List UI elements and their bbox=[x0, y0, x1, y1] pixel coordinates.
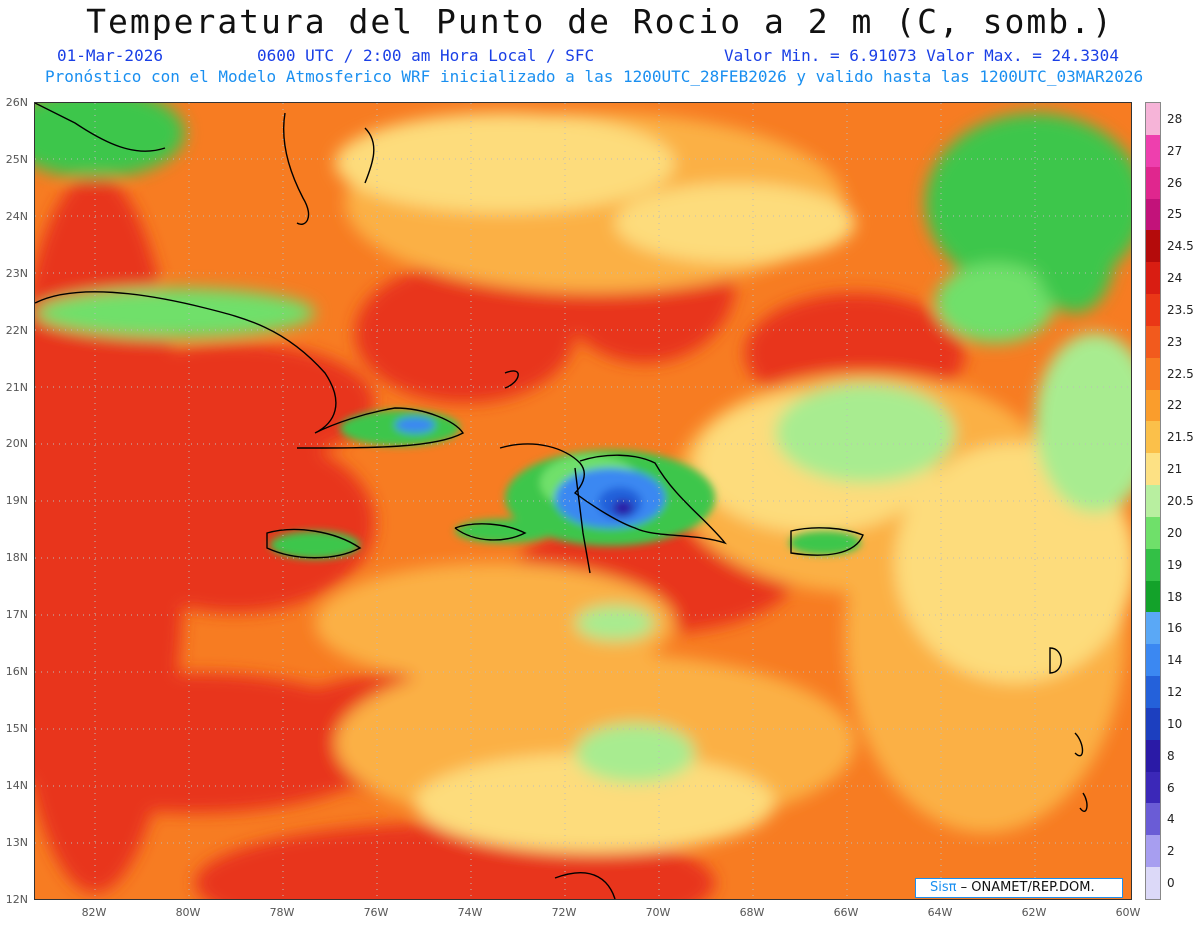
valid-time: 0600 UTC / 2:00 am Hora Local / SFC bbox=[257, 46, 595, 65]
colorbar-label: 6 bbox=[1167, 780, 1175, 795]
colorbar-label: 0 bbox=[1167, 876, 1175, 891]
colorbar-segment bbox=[1146, 580, 1160, 613]
colorbar-segment bbox=[1146, 103, 1160, 136]
y-tick-label: 25N bbox=[5, 152, 28, 166]
y-tick-label: 16N bbox=[5, 665, 28, 678]
colorbar-segment bbox=[1146, 485, 1160, 518]
x-tick-label: 78W bbox=[269, 906, 295, 919]
colorbar-segment bbox=[1146, 739, 1160, 773]
colorbar-segment bbox=[1146, 294, 1160, 327]
colorbar-segment bbox=[1146, 357, 1160, 391]
colorbar-label: 12 bbox=[1167, 685, 1183, 700]
colorbar-segment bbox=[1146, 198, 1160, 231]
colorbar-label: 22 bbox=[1167, 398, 1183, 413]
colorbar-segment bbox=[1146, 867, 1160, 900]
colorbar-segment bbox=[1146, 421, 1160, 454]
x-tick-label: 70W bbox=[645, 906, 671, 919]
colorbar-label: 19 bbox=[1167, 557, 1183, 572]
colorbar-segment bbox=[1146, 134, 1160, 168]
colorbar-segment bbox=[1146, 612, 1160, 645]
colorbar-label: 24.5 bbox=[1167, 239, 1194, 254]
colorbar-segment bbox=[1146, 676, 1160, 709]
colorbar-segment bbox=[1146, 548, 1160, 582]
y-tick-label: 22N bbox=[5, 323, 28, 337]
colorbar-segment bbox=[1146, 516, 1160, 550]
colorbar-label: 18 bbox=[1167, 589, 1183, 604]
colorbar-segment bbox=[1146, 262, 1160, 295]
x-tick-label: 80W bbox=[175, 906, 201, 919]
y-tick-label: 21N bbox=[5, 380, 28, 394]
credit-badge: Sisπ – ONAMET/REP.DOM. bbox=[915, 878, 1123, 898]
colorbar-segment bbox=[1146, 389, 1160, 422]
colorbar bbox=[1145, 102, 1161, 900]
y-tick-label: 26N bbox=[5, 96, 28, 109]
colorbar-label: 20.5 bbox=[1167, 494, 1194, 508]
field-shading bbox=[35, 103, 1131, 899]
y-tick-label: 15N bbox=[5, 721, 28, 735]
map-title: Temperatura del Punto de Rocio a 2 m (C,… bbox=[86, 2, 1114, 41]
min-max-values: Valor Min. = 6.91073 Valor Max. = 24.330… bbox=[724, 46, 1119, 65]
y-tick-label: 13N bbox=[5, 835, 28, 849]
colorbar-label: 16 bbox=[1167, 621, 1183, 636]
x-tick-label: 72W bbox=[551, 906, 577, 919]
colorbar-label: 20 bbox=[1167, 525, 1183, 540]
colorbar-label: 28 bbox=[1167, 111, 1183, 126]
x-tick-label: 60W bbox=[1115, 906, 1141, 919]
colorbar-label: 14 bbox=[1167, 653, 1183, 668]
colorbar-segment bbox=[1146, 166, 1160, 199]
y-tick-label: 18N bbox=[5, 551, 28, 565]
colorbar-label: 25 bbox=[1167, 207, 1183, 222]
colorbar-segment bbox=[1146, 325, 1160, 359]
y-tick-label: 19N bbox=[5, 494, 28, 508]
y-tick-label: 12N bbox=[5, 892, 28, 906]
x-tick-label: 82W bbox=[81, 906, 107, 919]
sis-logo: Sisπ bbox=[930, 880, 957, 895]
y-tick-label: 14N bbox=[5, 778, 28, 792]
colorbar-label: 4 bbox=[1167, 812, 1175, 827]
colorbar-label: 26 bbox=[1167, 175, 1183, 190]
colorbar-label: 2 bbox=[1167, 844, 1175, 859]
x-tick-label: 68W bbox=[739, 906, 765, 919]
colorbar-segment bbox=[1146, 707, 1160, 741]
dewpoint-map bbox=[34, 102, 1132, 900]
colorbar-segment bbox=[1146, 835, 1160, 868]
colorbar-segment bbox=[1146, 230, 1160, 263]
y-tick-label: 23N bbox=[5, 266, 28, 280]
y-tick-label: 17N bbox=[5, 608, 28, 622]
colorbar-segment bbox=[1146, 803, 1160, 836]
colorbar-label: 23 bbox=[1167, 334, 1183, 349]
colorbar-label: 24 bbox=[1167, 271, 1183, 286]
y-tick-label: 24N bbox=[5, 209, 28, 223]
model-description: Pronóstico con el Modelo Atmosferico WRF… bbox=[45, 67, 1144, 86]
x-tick-label: 64W bbox=[927, 906, 953, 919]
valid-date: 01-Mar-2026 bbox=[57, 46, 163, 65]
graticule bbox=[35, 103, 1131, 899]
y-tick-label: 20N bbox=[5, 437, 28, 451]
x-tick-label: 62W bbox=[1021, 906, 1047, 919]
colorbar-label: 21 bbox=[1167, 462, 1183, 477]
credit-text: – ONAMET/REP.DOM. bbox=[960, 880, 1095, 895]
x-tick-label: 74W bbox=[457, 906, 483, 919]
colorbar-label: 23.5 bbox=[1167, 302, 1194, 317]
colorbar-segment bbox=[1146, 453, 1160, 486]
x-tick-label: 76W bbox=[363, 906, 389, 919]
colorbar-label: 21.5 bbox=[1167, 430, 1194, 445]
coastlines bbox=[35, 103, 1088, 899]
colorbar-label: 27 bbox=[1167, 143, 1183, 158]
x-tick-label: 66W bbox=[833, 906, 859, 919]
colorbar-label: 10 bbox=[1167, 716, 1183, 731]
colorbar-segment bbox=[1146, 771, 1160, 804]
colorbar-segment bbox=[1146, 644, 1160, 677]
colorbar-label: 22.5 bbox=[1167, 366, 1194, 381]
colorbar-label: 8 bbox=[1167, 748, 1175, 763]
